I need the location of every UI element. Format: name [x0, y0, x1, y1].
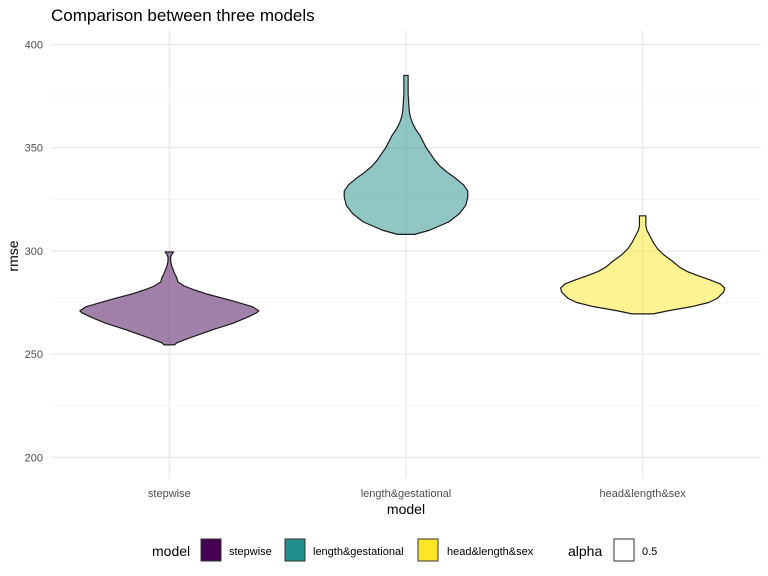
- legend-key-alpha: [613, 538, 635, 562]
- violin-length-gestational: [343, 74, 469, 235]
- legend-alpha-title: alpha: [568, 543, 602, 559]
- legend-key-stepwise: [200, 538, 222, 562]
- legend-label-length-gestational: length&gestational: [313, 546, 404, 558]
- x-tick-label: stepwise: [148, 488, 191, 500]
- violin-stepwise: [79, 251, 260, 346]
- legend-label-alpha: 0.5: [642, 546, 657, 558]
- violin-head-length-sex: [560, 215, 726, 315]
- legend-title: model: [152, 543, 190, 559]
- x-axis-ticks: stepwise length&gestational head&length&se…: [148, 488, 686, 500]
- x-axis-title: model: [387, 501, 425, 517]
- legend-label-stepwise: stepwise: [229, 546, 272, 558]
- y-tick-label: 300: [25, 246, 43, 258]
- chart-title: Comparison between three models: [51, 6, 315, 25]
- y-tick-label: 200: [25, 452, 43, 464]
- y-tick-label: 400: [25, 39, 43, 51]
- x-tick-label: head&length&sex: [600, 488, 687, 500]
- legend: model stepwise length&gestational head&l…: [152, 538, 657, 562]
- y-tick-label: 250: [25, 349, 43, 361]
- legend-label-head-length-sex: head&length&sex: [447, 546, 534, 558]
- y-axis-title: rmse: [5, 240, 21, 271]
- legend-key-head-length-sex: [417, 538, 439, 562]
- y-tick-label: 350: [25, 143, 43, 155]
- x-tick-label: length&gestational: [361, 488, 452, 500]
- legend-key-length-gestational: [284, 538, 306, 562]
- y-axis-ticks: 200 250 300 350 400: [25, 39, 43, 464]
- violins: [79, 74, 726, 346]
